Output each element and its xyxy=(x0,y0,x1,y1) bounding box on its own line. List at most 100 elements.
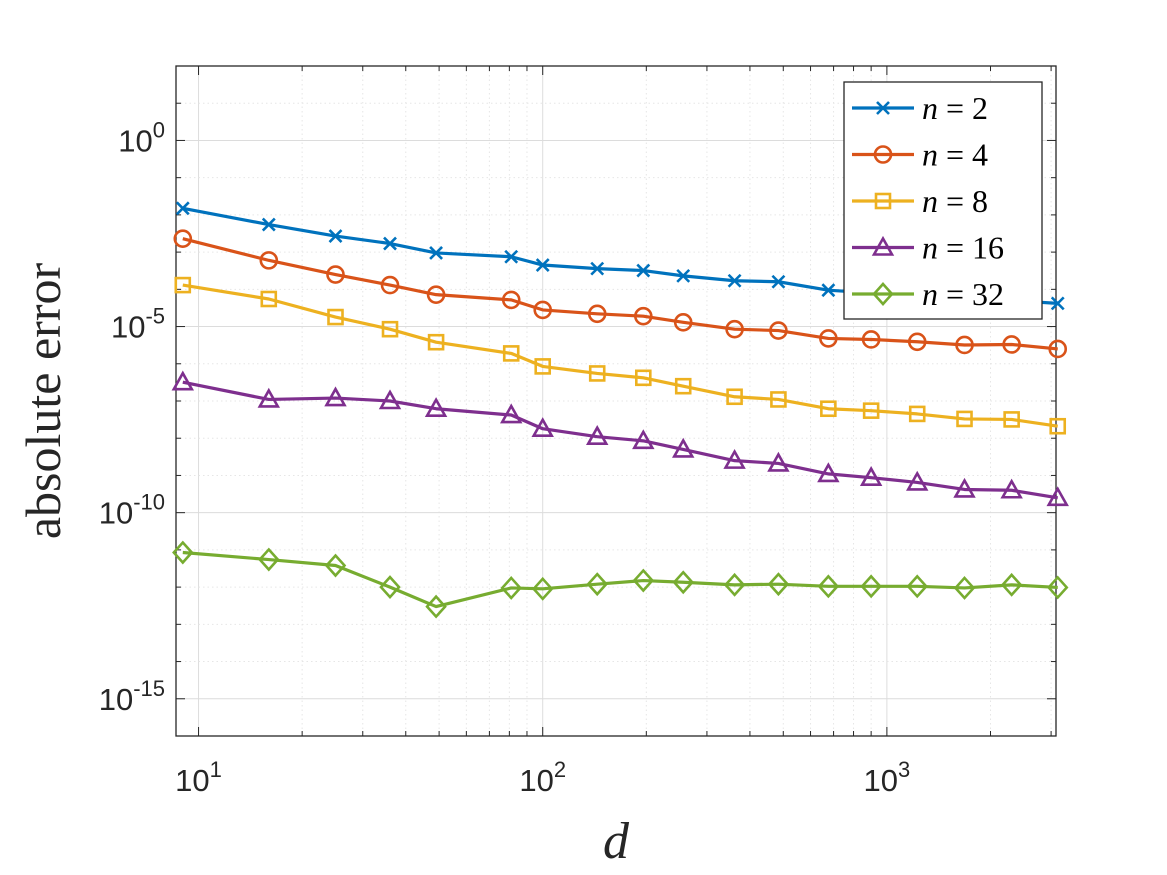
legend-entry-n4: n = 4 xyxy=(852,137,988,173)
data-point xyxy=(533,300,553,320)
data-point xyxy=(1048,339,1068,359)
data-point xyxy=(500,575,522,600)
data-point xyxy=(531,576,554,601)
data-point xyxy=(672,570,694,595)
data-point xyxy=(905,470,929,491)
data-point xyxy=(1002,335,1021,354)
x-tick-label: 103 xyxy=(864,757,911,798)
data-point xyxy=(258,547,280,572)
data-point xyxy=(860,574,882,599)
series-circle-n4 xyxy=(173,229,1068,359)
legend-label-eq: = xyxy=(938,230,972,266)
marker-stroke xyxy=(383,236,397,251)
data-point xyxy=(383,236,397,251)
legend-marker xyxy=(874,192,892,210)
legend-label: n = 8 xyxy=(922,183,988,219)
data-point xyxy=(821,283,836,298)
data-point xyxy=(586,572,608,597)
data-point xyxy=(723,448,746,469)
data-point xyxy=(504,249,519,264)
legend-label-var: n xyxy=(922,90,938,126)
data-point xyxy=(770,391,787,408)
y-tick-label: 10-15 xyxy=(99,676,165,717)
data-point xyxy=(499,403,523,424)
marker-stroke xyxy=(175,201,190,216)
y-axis-label: absolute error xyxy=(15,263,71,540)
legend-marker xyxy=(876,101,890,115)
y-tick-label-base: 10 xyxy=(111,310,145,345)
legend-label-eq: = xyxy=(938,90,972,126)
data-point xyxy=(953,477,976,498)
legend-entry-n8: n = 8 xyxy=(852,183,988,219)
data-point xyxy=(634,306,653,326)
data-point xyxy=(378,389,402,410)
data-point xyxy=(260,290,278,308)
data-point xyxy=(1049,417,1067,435)
data-point xyxy=(767,572,790,597)
data-point xyxy=(261,217,276,232)
data-point xyxy=(859,466,883,486)
legend-label-eq: = xyxy=(938,137,972,173)
data-point xyxy=(767,451,790,472)
data-point xyxy=(328,229,343,243)
data-point xyxy=(259,251,279,270)
y-tick-label-exponent: 0 xyxy=(153,117,165,142)
data-point xyxy=(324,553,347,578)
y-tick-label: 10-10 xyxy=(99,490,165,531)
x-tick-label-base: 10 xyxy=(175,763,209,798)
y-tick-label: 10-5 xyxy=(111,304,165,345)
data-point xyxy=(381,320,399,338)
x-axis-label: d xyxy=(603,813,630,870)
data-point xyxy=(771,274,786,289)
data-point xyxy=(424,397,448,418)
data-point xyxy=(817,574,840,599)
data-point xyxy=(726,388,743,406)
data-point xyxy=(908,405,926,423)
data-point xyxy=(635,369,652,387)
x-tick-label-base: 10 xyxy=(519,763,553,798)
marker-stroke xyxy=(727,273,742,288)
marker-stroke xyxy=(1050,296,1065,311)
y-tick-label-exponent: -15 xyxy=(133,676,165,701)
data-point xyxy=(956,410,973,428)
data-point xyxy=(380,275,400,295)
data-point xyxy=(673,313,693,332)
data-point xyxy=(501,290,521,310)
data-point xyxy=(861,330,881,349)
data-point xyxy=(326,265,345,284)
x-tick-label-exponent: 3 xyxy=(898,757,910,782)
legend-marker xyxy=(872,282,894,306)
data-point xyxy=(1003,411,1020,428)
data-point xyxy=(674,377,692,395)
marker-stroke xyxy=(590,261,605,276)
data-point xyxy=(531,417,554,438)
data-point xyxy=(324,386,347,407)
marker-stroke xyxy=(676,268,691,283)
legend-label: n = 4 xyxy=(922,137,988,173)
data-point xyxy=(327,308,344,326)
legend-entry-n2: n = 2 xyxy=(852,90,988,126)
data-point xyxy=(817,462,840,483)
data-point xyxy=(171,370,195,391)
marker-stroke xyxy=(261,217,276,232)
legend: n = 2n = 4n = 8n = 16n = 32 xyxy=(843,81,1043,320)
data-point xyxy=(819,329,838,348)
legend-label-var: n xyxy=(922,230,938,266)
x-tick-label: 101 xyxy=(175,757,222,798)
data-point xyxy=(590,261,605,276)
data-point xyxy=(1046,486,1069,507)
marker-stroke xyxy=(636,263,651,278)
legend-label: n = 2 xyxy=(922,90,988,126)
data-point xyxy=(632,568,655,593)
axis-ticks xyxy=(176,65,1056,737)
marker-stroke xyxy=(328,229,343,243)
marker-stroke xyxy=(821,283,836,298)
legend-label-eq: = xyxy=(938,276,972,312)
data-point xyxy=(671,437,695,458)
y-tick-label-base: 10 xyxy=(99,496,133,531)
data-point xyxy=(173,229,193,248)
data-point xyxy=(174,276,192,294)
data-point xyxy=(907,332,927,352)
